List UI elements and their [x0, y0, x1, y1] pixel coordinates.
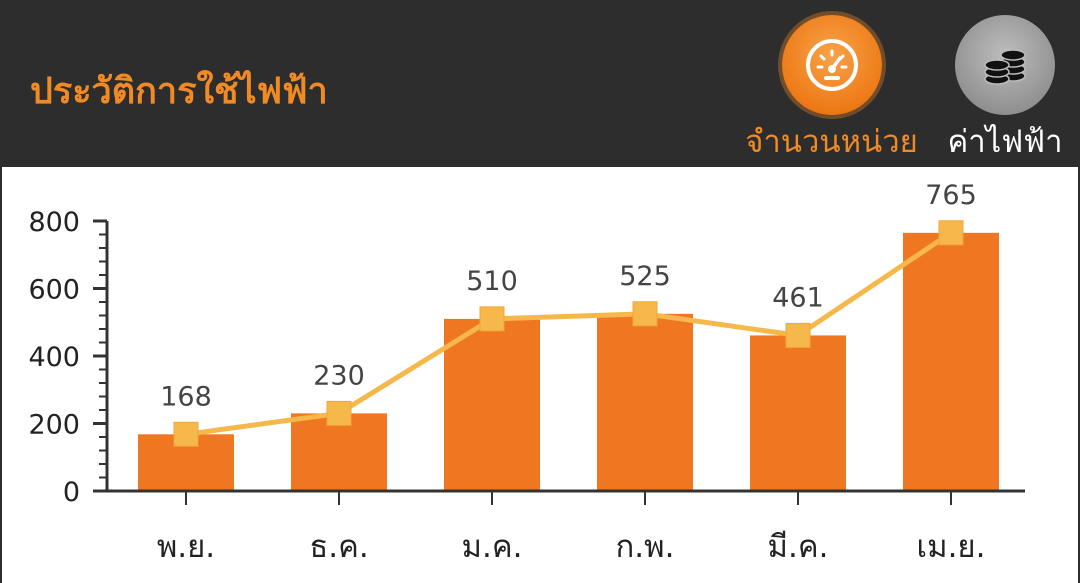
- line-marker: [173, 421, 199, 447]
- x-tick-label: ธ.ค.: [309, 529, 368, 565]
- bar: [903, 232, 999, 491]
- units-mode-label: จำนวนหน่วย: [745, 124, 918, 160]
- x-tick-label: พ.ย.: [157, 529, 215, 565]
- x-tick-label: มี.ค.: [768, 529, 829, 565]
- x-tick-label: ม.ค.: [462, 529, 523, 565]
- coins-icon: [955, 15, 1055, 115]
- data-label: 168: [160, 381, 212, 412]
- line-marker: [785, 322, 811, 348]
- line-marker: [326, 400, 352, 426]
- data-label: 461: [772, 282, 824, 313]
- speedometer-icon: [782, 15, 882, 115]
- data-label: 230: [313, 360, 365, 391]
- units-mode-button[interactable]: จำนวนหน่วย: [744, 10, 919, 160]
- y-tick-label: 400: [28, 342, 80, 373]
- bar: [750, 335, 846, 491]
- y-tick-label: 200: [28, 410, 80, 441]
- bar: [597, 313, 693, 491]
- y-tick-label: 0: [63, 477, 80, 508]
- series-line: [185, 230, 953, 437]
- line-marker: [938, 220, 964, 246]
- line-marker: [479, 306, 505, 332]
- page-title: ประวัติการใช้ไฟฟ้า: [30, 71, 328, 112]
- line-marker: [632, 301, 658, 327]
- usage-chart: 0 200 400 600 800 พ.ย. ธ.ค. ม.ค. ก.พ. มี.ค. เม.ย. 1…: [28, 180, 1025, 565]
- bar: [444, 318, 540, 491]
- header-bar: ประวัติการใช้ไฟฟ้า จำนวนหน่วย: [0, 0, 1080, 167]
- y-tick-label: 800: [28, 207, 80, 238]
- data-label: 510: [466, 266, 518, 297]
- cost-mode-label: ค่าไฟฟ้า: [947, 124, 1063, 160]
- x-tick-label: ก.พ.: [616, 529, 675, 565]
- data-label: 765: [925, 180, 977, 211]
- cost-mode-button[interactable]: ค่าไฟฟ้า: [940, 10, 1070, 160]
- frame-border-left: [0, 167, 2, 583]
- y-tick-label: 600: [28, 275, 80, 306]
- data-label: 525: [619, 261, 671, 292]
- x-tick-label: เม.ย.: [917, 529, 986, 565]
- frame-border-right: [1078, 167, 1080, 583]
- bar: [291, 413, 387, 491]
